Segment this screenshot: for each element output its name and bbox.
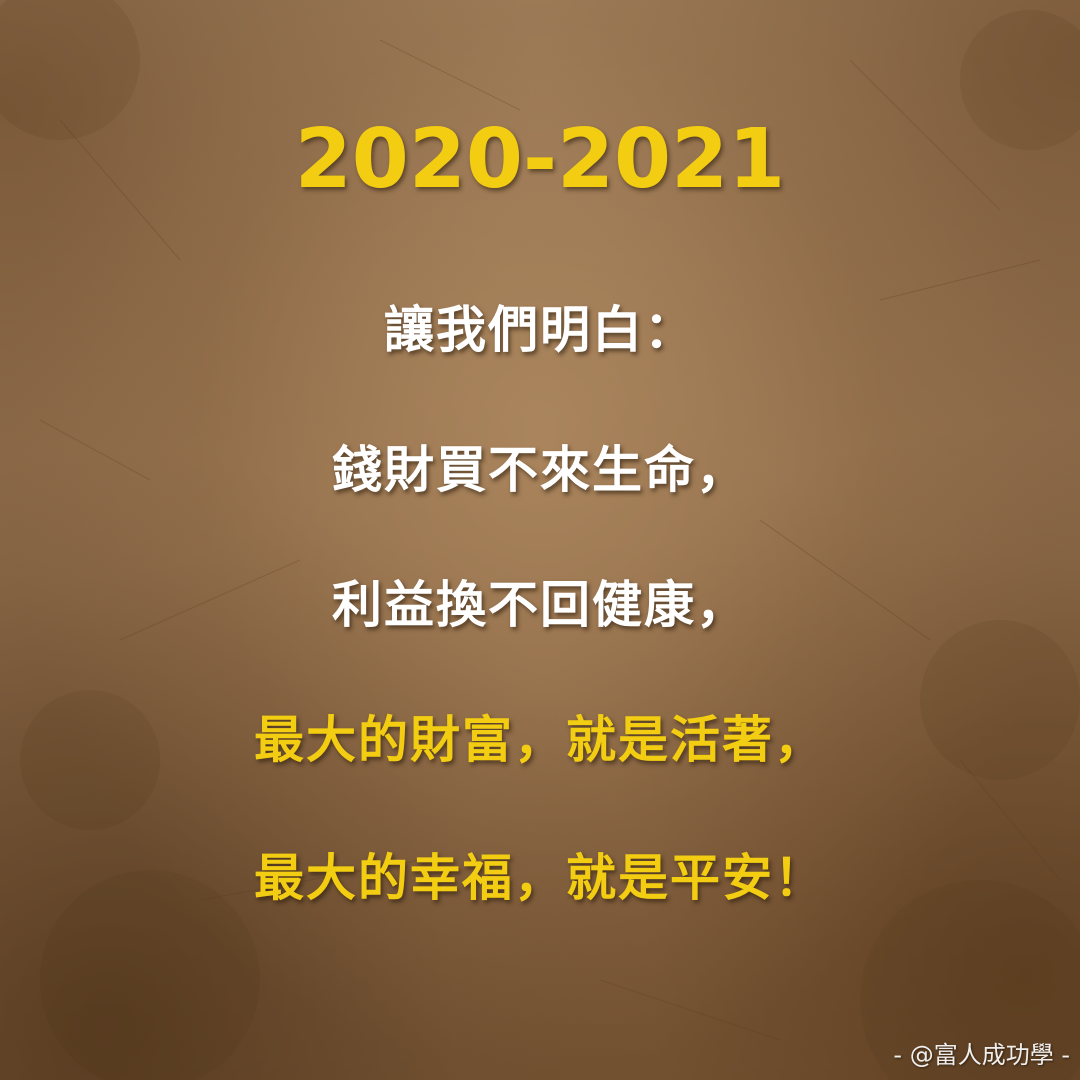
health-line: 利益換不回健康， (332, 576, 748, 634)
happiness-line: 最大的幸福，就是平安！ (254, 849, 826, 907)
year-heading: 2020-2021 (294, 112, 786, 207)
money-line: 錢財買不來生命， (332, 441, 748, 499)
wealth-line: 最大的財富，就是活著， (254, 711, 826, 769)
intro-line: 讓我們明白： (384, 301, 696, 359)
watermark: - @富人成功學 - (893, 1041, 1070, 1069)
